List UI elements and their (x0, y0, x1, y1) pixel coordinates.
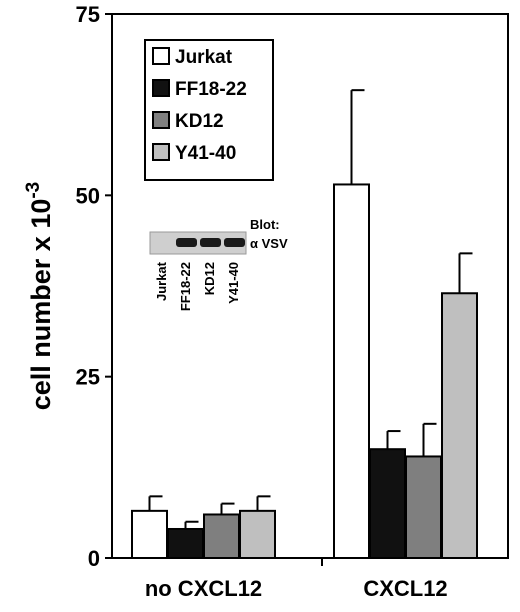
legend-swatch (152, 47, 170, 65)
bar (441, 292, 478, 559)
axes: 0 25 50 75 cell number x 10-3 no CXCL12 CXCL12 (23, 2, 509, 601)
legend: Jurkat FF18-22 KD12 Y41-40 (144, 39, 274, 181)
legend-label: KD12 (175, 111, 224, 132)
legend-swatch (152, 111, 170, 129)
y-axis-label-exponent: -3 (23, 182, 44, 199)
legend-label: Y41-40 (175, 143, 236, 164)
blot-lane-label: Y41-40 (226, 262, 241, 304)
y-tick-label: 50 (76, 183, 100, 208)
legend-label: Jurkat (175, 47, 233, 68)
legend-label: FF18-22 (175, 79, 247, 100)
blot-lane-label: Jurkat (154, 261, 169, 301)
x-tick-label: CXCL12 (363, 576, 447, 601)
y-axis-label-text: cell number x 10 (26, 199, 56, 411)
blot-band (224, 238, 245, 247)
blot-strip (149, 231, 247, 255)
x-tick-label: no CXCL12 (145, 576, 262, 601)
blot-antibody-label: α VSV (250, 236, 288, 251)
y-tick-label: 0 (88, 546, 100, 571)
blot-lane-label: KD12 (202, 262, 217, 295)
y-tick-label: 75 (76, 2, 100, 27)
legend-swatch (152, 79, 170, 97)
y-tick-label: 25 (76, 365, 100, 390)
bar (239, 509, 276, 559)
blot-title: Blot: (250, 217, 280, 232)
y-axis-label: cell number x 10-3 (23, 182, 56, 411)
blot-band (176, 238, 197, 247)
plot-frame (111, 13, 509, 559)
bars (131, 89, 478, 560)
bar (369, 448, 406, 560)
bar (333, 183, 370, 559)
western-blot-inset: Jurkat FF18-22 KD12 Y41-40 Blot: α VSV (149, 217, 288, 311)
bar (203, 513, 240, 559)
blot-band (200, 238, 221, 247)
blot-lane-label: FF18-22 (178, 262, 193, 311)
bar (131, 509, 168, 559)
bar (405, 455, 442, 560)
bar (167, 527, 204, 560)
legend-swatch (152, 143, 170, 161)
